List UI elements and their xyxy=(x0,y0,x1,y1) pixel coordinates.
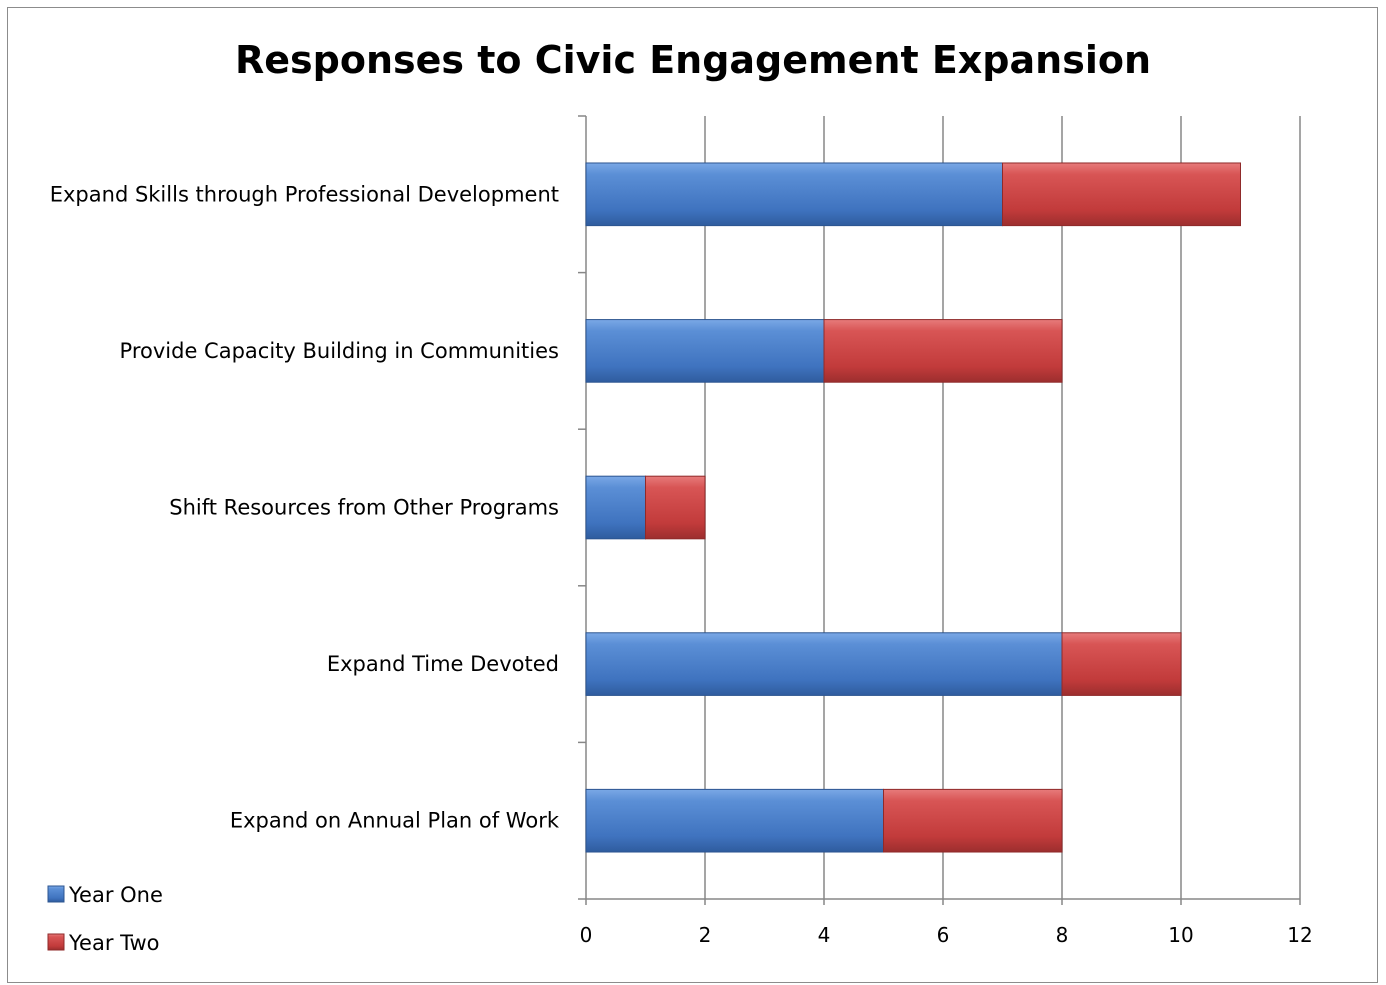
category-label: Expand on Annual Plan of Work xyxy=(230,809,560,833)
legend-swatch xyxy=(47,885,65,903)
x-tick-labels: 0 2 4 6 8 10 12 xyxy=(580,923,1313,947)
x-tick-label: 10 xyxy=(1168,923,1193,947)
grid-lines xyxy=(704,116,1301,899)
x-tick-label: 12 xyxy=(1287,923,1312,947)
legend-label: Year Two xyxy=(68,931,160,955)
category-label: Shift Resources from Other Programs xyxy=(169,496,559,520)
bar-year-two-4 xyxy=(883,788,1063,853)
x-tick-label: 8 xyxy=(1056,923,1069,947)
bar-year-two-0 xyxy=(1002,162,1241,227)
bar-year-one-0 xyxy=(585,162,1003,227)
bar-year-one-4 xyxy=(585,788,884,853)
bars xyxy=(585,162,1241,853)
x-tick-label: 0 xyxy=(580,923,593,947)
x-tick-label: 2 xyxy=(699,923,712,947)
legend-swatch xyxy=(47,933,65,951)
category-label: Expand Time Devoted xyxy=(327,652,559,676)
bar-year-one-1 xyxy=(585,319,825,383)
category-labels: Expand Skills through Professional Devel… xyxy=(50,182,560,832)
category-label: Expand Skills through Professional Devel… xyxy=(50,182,559,206)
legend-label: Year One xyxy=(68,883,163,907)
bar-year-two-1 xyxy=(823,319,1063,383)
bar-year-one-3 xyxy=(585,632,1063,696)
legend: Year One Year Two xyxy=(47,883,163,955)
x-tick-label: 4 xyxy=(818,923,831,947)
category-label: Provide Capacity Building in Communities xyxy=(120,339,559,363)
chart-title: Responses to Civic Engagement Expansion xyxy=(235,38,1151,82)
x-tick-label: 6 xyxy=(937,923,950,947)
bar-year-two-2 xyxy=(645,475,706,540)
legend-item-year-one: Year One xyxy=(47,883,163,907)
legend-item-year-two: Year Two xyxy=(47,931,160,955)
bar-year-one-2 xyxy=(585,475,646,540)
bar-year-two-3 xyxy=(1061,632,1182,696)
